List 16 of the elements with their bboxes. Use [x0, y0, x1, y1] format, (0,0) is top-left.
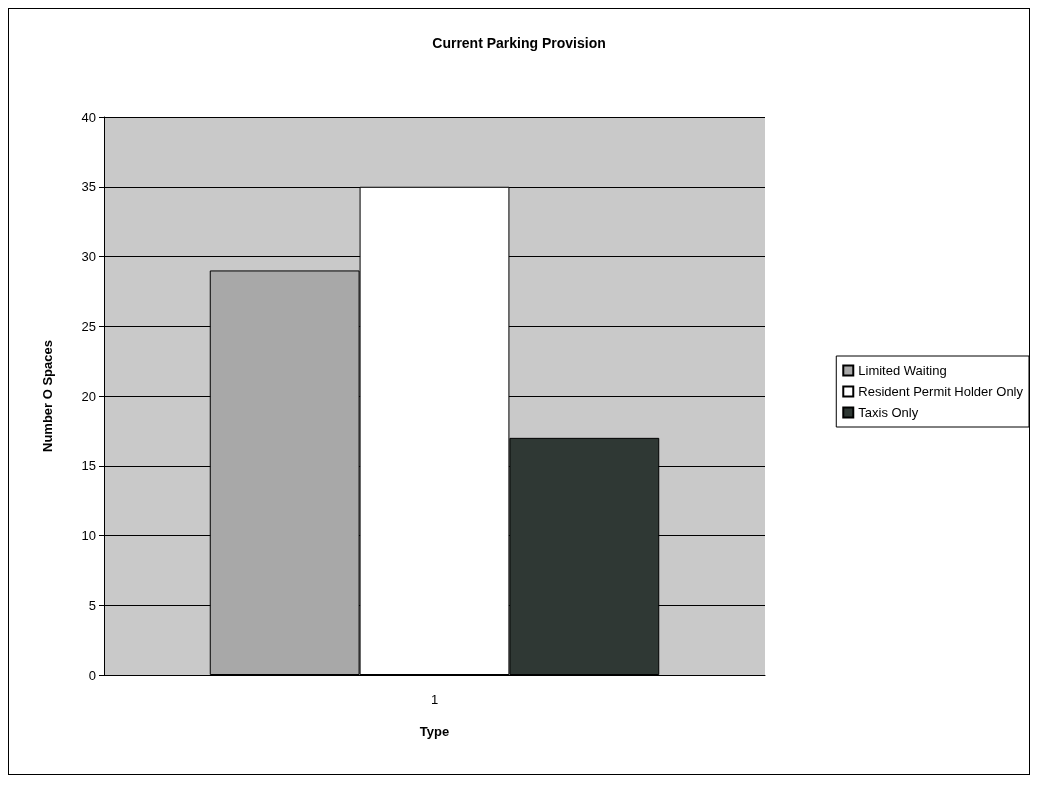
y-tick-label: 40	[81, 109, 96, 125]
x-axis-title: Type	[419, 724, 450, 739]
y-tick-label: 5	[88, 597, 96, 613]
x-tick-label: 1	[430, 692, 439, 707]
y-tick-label: 20	[81, 388, 96, 404]
y-tick-label: 10	[81, 528, 96, 543]
y-tick-label: 15	[81, 458, 96, 474]
y-tick-label: 35	[81, 179, 96, 195]
y-tick-label: 0	[88, 667, 96, 683]
y-tick-label: 30	[81, 249, 96, 264]
chart-title: Current Parking Provision	[432, 35, 606, 51]
y-tick-label: 25	[81, 318, 96, 334]
legend-label: Resident Permit Holder Only	[858, 384, 1024, 399]
y-axis-title: Number O Spaces	[40, 340, 55, 452]
legend-label: Taxis Only	[858, 405, 919, 420]
legend-label: Limited Waiting	[858, 363, 947, 378]
